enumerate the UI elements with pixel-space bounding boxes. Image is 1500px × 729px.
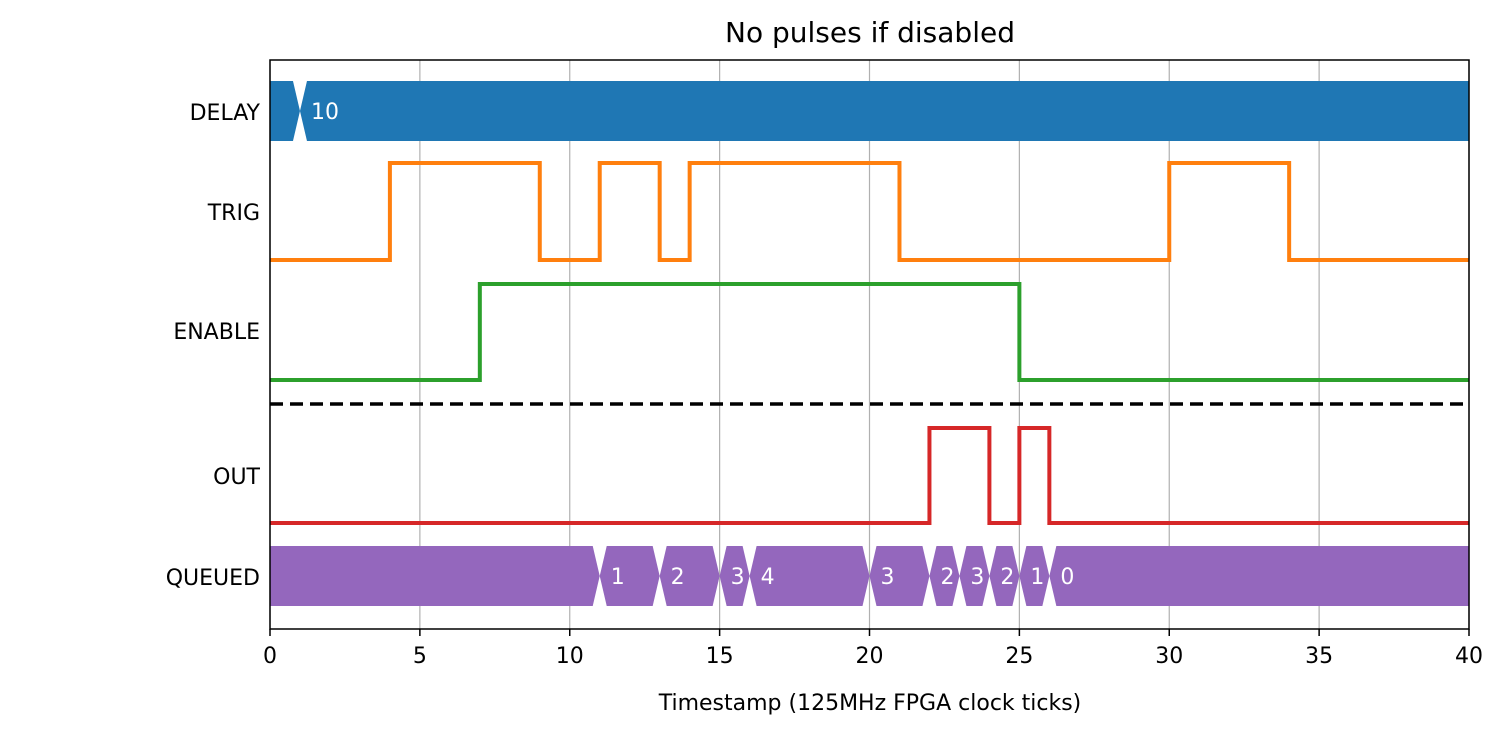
bus-segment [299, 81, 1470, 141]
x-axis-ticks: 0 5 10 15 20 25 30 35 40 [263, 629, 1483, 669]
signal-label-delay: DELAY [190, 101, 261, 126]
bus-value-label: 10 [311, 100, 339, 125]
bus-segment [659, 546, 720, 606]
bus-value-label: 1 [611, 565, 625, 590]
bus-value-label: 2 [1000, 565, 1014, 590]
bus-segment [749, 546, 870, 606]
signal-labels: DELAY TRIG ENABLE OUT QUEUED [166, 101, 261, 591]
bus-value-label: 1 [1030, 565, 1044, 590]
signal-label-queued: QUEUED [166, 566, 260, 591]
bus-value-label: 3 [731, 565, 745, 590]
waveform-out [270, 426, 1469, 525]
x-tick-label: 5 [413, 644, 427, 669]
x-tick-label: 30 [1155, 644, 1183, 669]
x-tick-label: 25 [1005, 644, 1033, 669]
x-tick-label: 40 [1455, 644, 1483, 669]
bus-value-label: 3 [881, 565, 895, 590]
bus-segment [959, 546, 990, 606]
grid-lines [269, 60, 1470, 629]
signal-label-out: OUT [213, 465, 260, 490]
signal-label-enable: ENABLE [173, 320, 260, 345]
signal-enable [270, 282, 1469, 382]
bus-value-label: 4 [761, 565, 775, 590]
x-tick-label: 20 [856, 644, 884, 669]
bus-value-label: 3 [970, 565, 984, 590]
signal-label-trig: TRIG [207, 201, 260, 226]
waveform-trig [270, 161, 1469, 262]
signal-out [270, 426, 1469, 525]
bus-segment [599, 546, 660, 606]
bus-value-label: 2 [671, 565, 685, 590]
signal-trig [270, 161, 1469, 262]
bus-segment [719, 546, 750, 606]
bus-segment [929, 546, 960, 606]
bus-value-label: 0 [1060, 565, 1074, 590]
bus-segment [270, 81, 300, 141]
x-tick-label: 15 [706, 644, 734, 669]
bus-segment [1049, 546, 1469, 606]
signals: 101 2 3 4 3 2 3 2 1 0 [270, 81, 1470, 606]
bus-segment [989, 546, 1020, 606]
waveform-enable [270, 282, 1469, 382]
x-axis-label: Timestamp (125MHz FPGA clock ticks) [658, 691, 1082, 716]
bus-segment [270, 546, 600, 606]
x-tick-label: 0 [263, 644, 277, 669]
signal-delay: 10 [270, 81, 1470, 141]
chart-title: No pulses if disabled [725, 16, 1015, 49]
x-tick-label: 35 [1305, 644, 1333, 669]
bus-segment [1019, 546, 1050, 606]
x-tick-label: 10 [556, 644, 584, 669]
bus-value-label: 2 [940, 565, 954, 590]
bus-segment [869, 546, 930, 606]
